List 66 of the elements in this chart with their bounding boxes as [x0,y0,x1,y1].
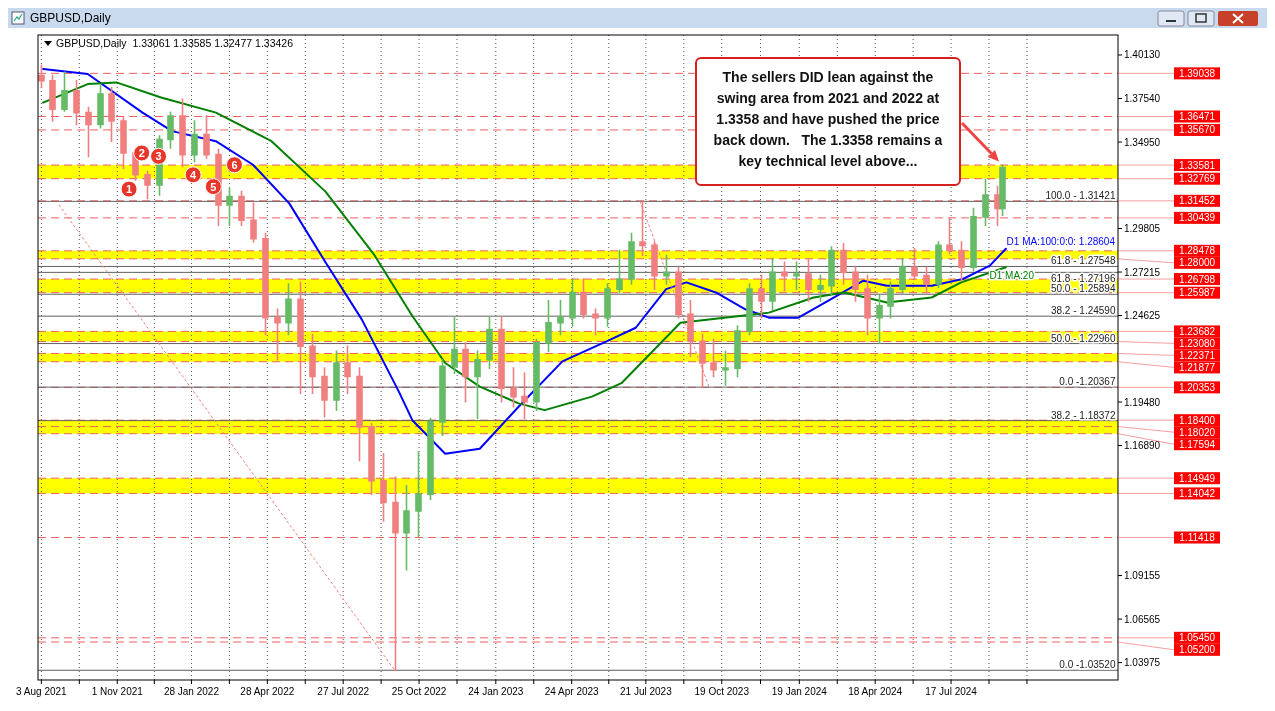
ref-line-label: 1.36471 [1178,110,1216,122]
ref-line-label: 1.17594 [1178,438,1216,450]
ref-line-label: 1.22371 [1178,349,1216,361]
x-tick-label: 21 Jul 2023 [620,686,673,697]
ref-line-label: 1.14949 [1178,472,1216,484]
x-tick-label: 18 Apr 2024 [848,686,903,697]
ref-line-label: 1.18400 [1178,414,1216,426]
series-label: D1 MA:20 [989,270,1035,282]
chart-subtitle: GBPUSD,Daily 1.33061 1.33585 1.32477 1.33426 [56,37,294,49]
ref-line-label: 1.23682 [1178,325,1216,337]
y-tick-label: 1.19480 [1124,396,1161,408]
ref-line-label: 1.33581 [1178,159,1216,171]
x-tick-label: 28 Apr 2022 [240,686,295,697]
annotation: 0.0 -1.03520 [1059,659,1116,671]
annotation: 50.0 - 1.25894 [1050,283,1116,295]
x-tick-label: 19 Oct 2023 [694,686,750,697]
y-tick-label: 1.03975 [1124,657,1161,669]
chart-title: GBPUSD,Daily [30,11,111,25]
ref-line-label: 1.21877 [1178,361,1216,373]
x-tick-label: 19 Jan 2024 [771,686,828,697]
x-tick-label: 3 Aug 2021 [16,686,68,697]
annotation: 3 [155,150,162,163]
y-tick-label: 1.16890 [1124,440,1161,452]
y-tick-label: 1.06565 [1124,613,1161,625]
ref-line-label: 1.25987 [1178,287,1216,299]
series-label: D1 MA:100:0:0: 1.28604 [1006,235,1116,247]
y-tick-label: 1.09155 [1124,570,1161,582]
ref-line-label: 1.35670 [1178,124,1216,136]
annotation: 0.0 -1.20367 [1059,376,1116,388]
ref-line-label: 1.05200 [1178,644,1216,656]
ref-line-label: 1.31452 [1178,195,1216,207]
annotation: 50.0 - 1.22960 [1050,332,1116,344]
ref-line-label: 1.11418 [1179,532,1216,544]
annotation: 1 [125,183,133,196]
x-tick-label: 24 Apr 2023 [544,686,600,697]
y-tick-label: 1.27215 [1124,266,1161,278]
annotation: 4 [190,168,198,181]
ref-line-label: 1.14042 [1178,487,1216,499]
annotation: 100.0 - 1.31421 [1045,190,1116,202]
ref-line-label: 1.05450 [1178,632,1216,644]
x-tick-label: 28 Jan 2022 [163,686,220,697]
x-tick-label: 17 Jul 2024 [925,686,978,697]
y-tick-label: 1.40130 [1124,49,1161,61]
x-tick-label: 24 Jan 2023 [468,686,524,697]
x-tick-label: 25 Oct 2022 [391,686,447,697]
ref-line-label: 1.39038 [1178,67,1216,79]
y-tick-label: 1.29805 [1124,223,1161,235]
y-tick-label: 1.34950 [1124,136,1161,148]
annotation: 6 [231,158,238,171]
annotation: 2 [138,146,145,159]
ref-line-label: 1.23080 [1178,337,1216,349]
x-tick-label: 27 Jul 2022 [317,686,370,697]
ref-line-label: 1.26798 [1178,273,1216,285]
annotation: 5 [210,180,217,193]
y-tick-label: 1.37540 [1124,93,1161,105]
y-tick-label: 1.24625 [1124,310,1161,322]
ref-line-label: 1.20353 [1178,381,1216,393]
x-tick-label: 1 Nov 2021 [91,686,144,697]
ref-line-label: 1.30439 [1178,212,1216,224]
ref-line-label: 1.28000 [1178,257,1216,269]
ref-line-label: 1.32769 [1178,173,1216,185]
ref-line-label: 1.28478 [1178,245,1216,257]
annotation: The sellers DID lean against the swing area from 2021 and 2022 at 1.3358 and have pushed the price back down. The 1.3358 remains a key technical level above... [713,69,943,169]
annotation: 38.2 - 1.18372 [1050,409,1116,421]
ref-line-label: 1.18020 [1178,426,1216,438]
annotation: 38.2 - 1.24590 [1050,305,1116,317]
